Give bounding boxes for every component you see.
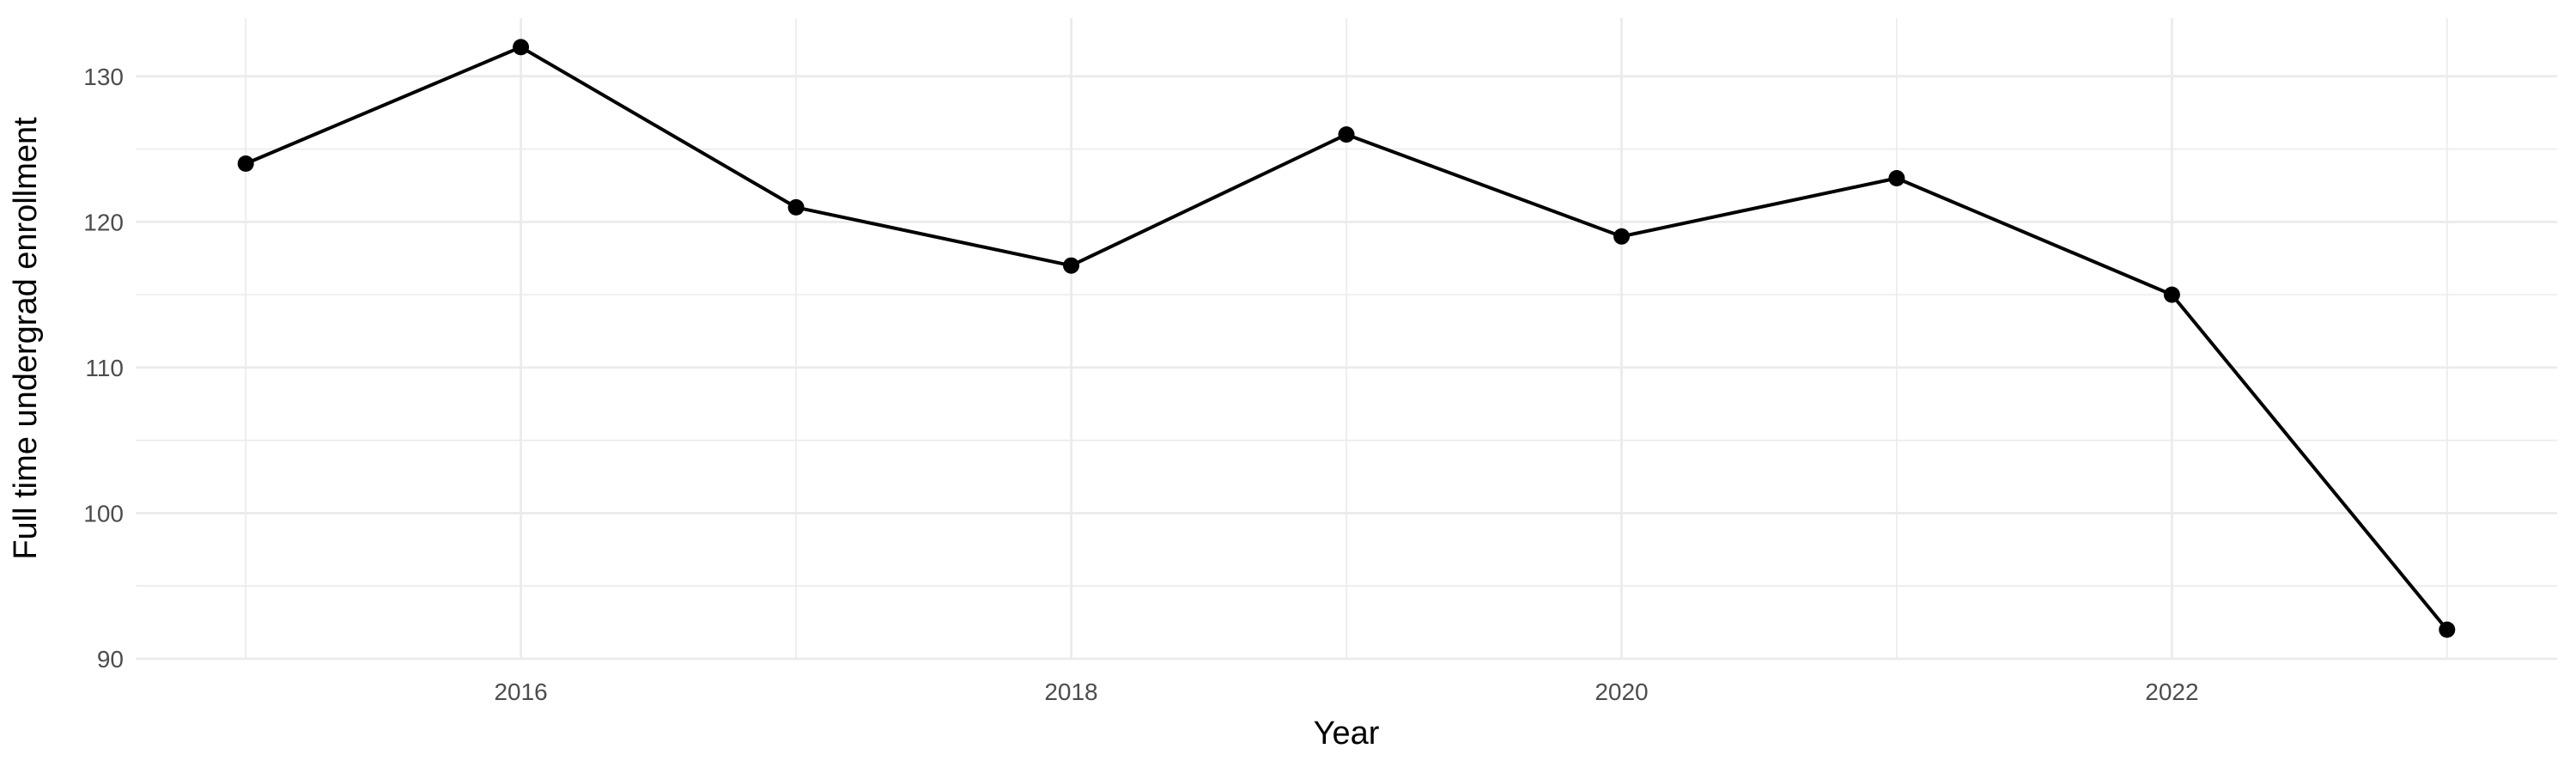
data-point-2022: [2163, 286, 2180, 303]
data-point-2021: [1888, 170, 1905, 186]
data-point-2020: [1613, 228, 1630, 245]
data-point-2015: [237, 155, 254, 172]
y-tick-label-110: 110: [85, 355, 124, 381]
major-gridlines: [136, 18, 2557, 660]
x-tick-label-2018: 2018: [1044, 679, 1097, 705]
minor-gridlines: [136, 18, 2557, 659]
y-tick-label-120: 120: [83, 209, 124, 235]
data-point-2017: [787, 198, 805, 216]
data-points: [237, 39, 2456, 638]
x-axis-tick-labels: 2016 2018 2020 2022: [494, 679, 2198, 705]
x-tick-label-2020: 2020: [1595, 679, 1648, 705]
y-axis-title: Full time undergrad enrollment: [8, 117, 44, 560]
data-point-2016: [513, 39, 530, 56]
data-point-2019: [1338, 126, 1355, 143]
data-point-2023: [2439, 621, 2456, 638]
data-point-2018: [1063, 257, 1079, 274]
x-tick-label-2022: 2022: [2145, 679, 2198, 705]
y-tick-label-90: 90: [97, 646, 124, 673]
y-axis-tick-labels: 90 100 110 120 130: [83, 64, 124, 673]
y-tick-label-130: 130: [83, 64, 124, 90]
x-axis-title: Year: [1314, 715, 1380, 752]
y-tick-label-100: 100: [83, 501, 124, 527]
x-tick-label-2016: 2016: [494, 679, 547, 705]
